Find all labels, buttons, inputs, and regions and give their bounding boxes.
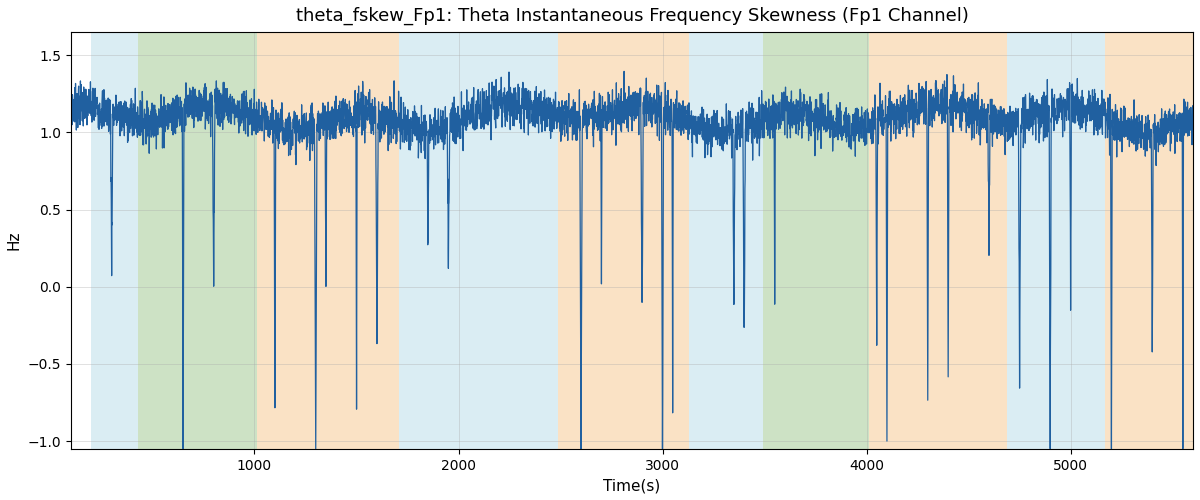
Bar (558, 32, 689, 449)
X-axis label: Time(s): Time(s) (604, 478, 660, 493)
Bar (762, 32, 869, 449)
Y-axis label: Hz: Hz (7, 230, 22, 250)
Bar (689, 32, 762, 449)
Bar (138, 32, 257, 449)
Title: theta_fskew_Fp1: Theta Instantaneous Frequency Skewness (Fp1 Channel): theta_fskew_Fp1: Theta Instantaneous Fre… (295, 7, 968, 25)
Bar (257, 32, 400, 449)
Bar (1105, 32, 1193, 449)
Bar (869, 32, 1007, 449)
Bar (91, 32, 138, 449)
Bar (400, 32, 558, 449)
Bar (1007, 32, 1105, 449)
